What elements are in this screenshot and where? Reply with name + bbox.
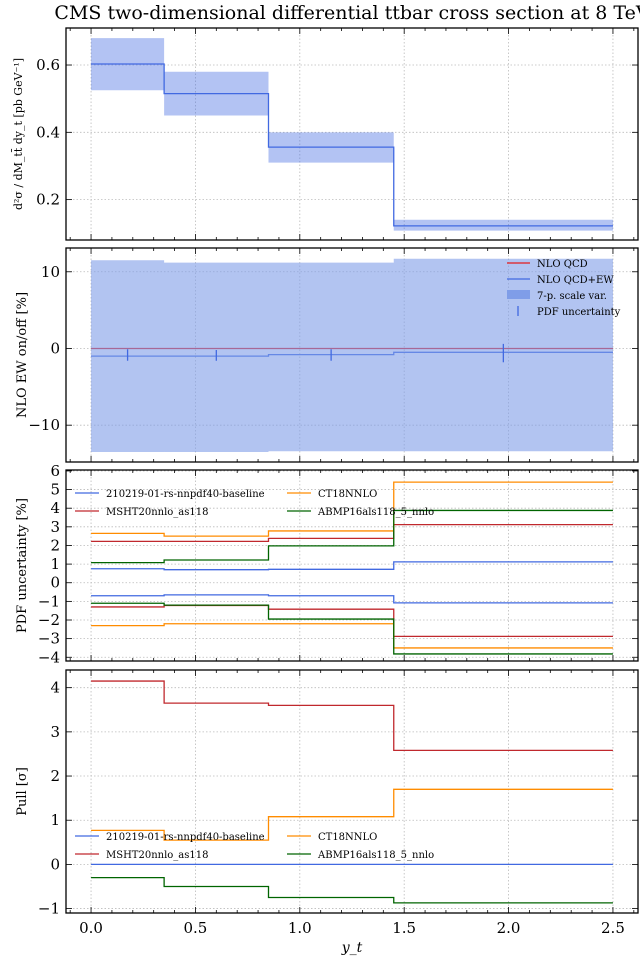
chart-title: CMS two-dimensional differential ttbar c…	[54, 2, 640, 24]
legend-label: 7-p. scale var.	[537, 291, 607, 302]
y-tick-label: 6	[50, 462, 60, 480]
axes-frame	[65, 27, 639, 241]
x-tick-label: 2.5	[601, 919, 625, 937]
series-line-MSHT20nnlo_as118	[91, 680, 613, 752]
y-tick-label: 0	[50, 339, 60, 357]
legend-label: 210219-01-rs-nnpdf40-baseline	[106, 832, 265, 843]
legend-label: MSHT20nnlo_as118	[106, 507, 209, 518]
y-tick-label: 3	[50, 723, 60, 741]
series-upper-line-CT18NNLO	[91, 481, 613, 537]
x-tick-label: 1.5	[392, 919, 416, 937]
legend-label: ABMP16als118_5_nnlo	[317, 850, 434, 861]
y-tick-label: −3	[38, 630, 60, 648]
x-tick-label: 1.0	[288, 919, 312, 937]
legend-patch-icon	[507, 290, 530, 299]
y-axis-label: d²σ / dM_tt̄ dy_t [pb GeV⁻¹]	[12, 58, 25, 210]
y-axis-label: PDF uncertainty [%]	[15, 498, 30, 633]
series-line-ABMP16als118_5_nnlo	[91, 877, 613, 904]
axes-frame	[65, 669, 639, 914]
legend: 210219-01-rs-nnpdf40-baseline MSHT20nnlo_…	[75, 832, 434, 861]
legend-label: MSHT20nnlo_as118	[106, 850, 209, 861]
series-upper-line-210219-01-rs-nnpdf40-baseline	[91, 561, 613, 571]
x-tick-label: 0.5	[184, 919, 208, 937]
y-tick-label: 0.6	[36, 56, 60, 74]
y-tick-label: 10	[41, 263, 60, 281]
y-tick-label: −2	[38, 611, 60, 629]
legend-label: NLO QCD+EW	[537, 275, 614, 286]
legend-label: CT18NNLO	[318, 489, 377, 500]
series-lower-line-ABMP16als118_5_nnlo	[91, 602, 613, 655]
y-tick-label: 0	[50, 855, 60, 873]
y-tick-label: 0.4	[36, 123, 60, 141]
legend-label: ABMP16als118_5_nnlo	[317, 507, 434, 518]
y-axis-label: Pull [σ]	[15, 767, 30, 816]
y-tick-label: 2	[50, 536, 60, 554]
legend-label: CT18NNLO	[318, 832, 377, 843]
y-tick-label: 2	[50, 767, 60, 785]
y-tick-label: −10	[28, 416, 60, 434]
plot-area	[91, 680, 613, 904]
y-tick-label: −1	[38, 592, 60, 610]
legend-label: 210219-01-rs-nnpdf40-baseline	[106, 489, 265, 500]
y-tick-label: 4	[50, 679, 60, 697]
panel-4: −1 0 1 2 3 4 0.0 0.5 1.0 1.5 2.0 2.5 Pull [σ] 210219-…	[15, 669, 639, 937]
panel-2: −10 0 10 NLO EW on/off [%] NLO QCD NLO QCD+EW…	[15, 247, 639, 463]
uncertainty-band	[91, 38, 613, 231]
plot-area	[91, 38, 613, 231]
y-tick-label: 0.2	[36, 191, 60, 209]
legend-label: PDF uncertainty	[537, 307, 621, 318]
axes-frame	[65, 469, 639, 662]
legend: 210219-01-rs-nnpdf40-baseline MSHT20nnlo_…	[75, 489, 434, 518]
x-tick-label: 0.0	[79, 919, 103, 937]
series-line	[91, 63, 613, 227]
y-tick-label: −1	[38, 900, 60, 918]
legend: NLO QCD NLO QCD+EW 7-p. scale var. PDF unce…	[507, 259, 621, 318]
y-axis-label: NLO EW on/off [%]	[15, 292, 30, 418]
axes-frame	[65, 247, 639, 463]
plot-area	[91, 481, 613, 655]
y-tick-label: 0	[50, 574, 60, 592]
panel-1: 0.2 0.4 0.6 d²σ / dM_tt̄ dy_t [pb GeV⁻¹]	[12, 27, 639, 241]
y-tick-label: 4	[50, 499, 60, 517]
x-tick-label: 2.0	[497, 919, 521, 937]
uncertainty-band	[91, 258, 613, 453]
x-axis-label: y_t	[341, 940, 363, 956]
series-lower-line-MSHT20nnlo_as118	[91, 604, 613, 638]
series-line-CT18NNLO	[91, 788, 613, 841]
plot-area	[91, 258, 613, 453]
y-tick-label: 5	[50, 481, 60, 499]
series-upper-line-ABMP16als118_5_nnlo	[91, 509, 613, 564]
y-tick-label: 3	[50, 518, 60, 536]
series-lower-line-210219-01-rs-nnpdf40-baseline	[91, 594, 613, 604]
legend-label: NLO QCD	[537, 259, 588, 270]
series-upper-line-MSHT20nnlo_as118	[91, 523, 613, 543]
y-tick-label: −4	[38, 648, 60, 666]
y-tick-label: 1	[50, 811, 60, 829]
y-tick-label: 1	[50, 555, 60, 573]
